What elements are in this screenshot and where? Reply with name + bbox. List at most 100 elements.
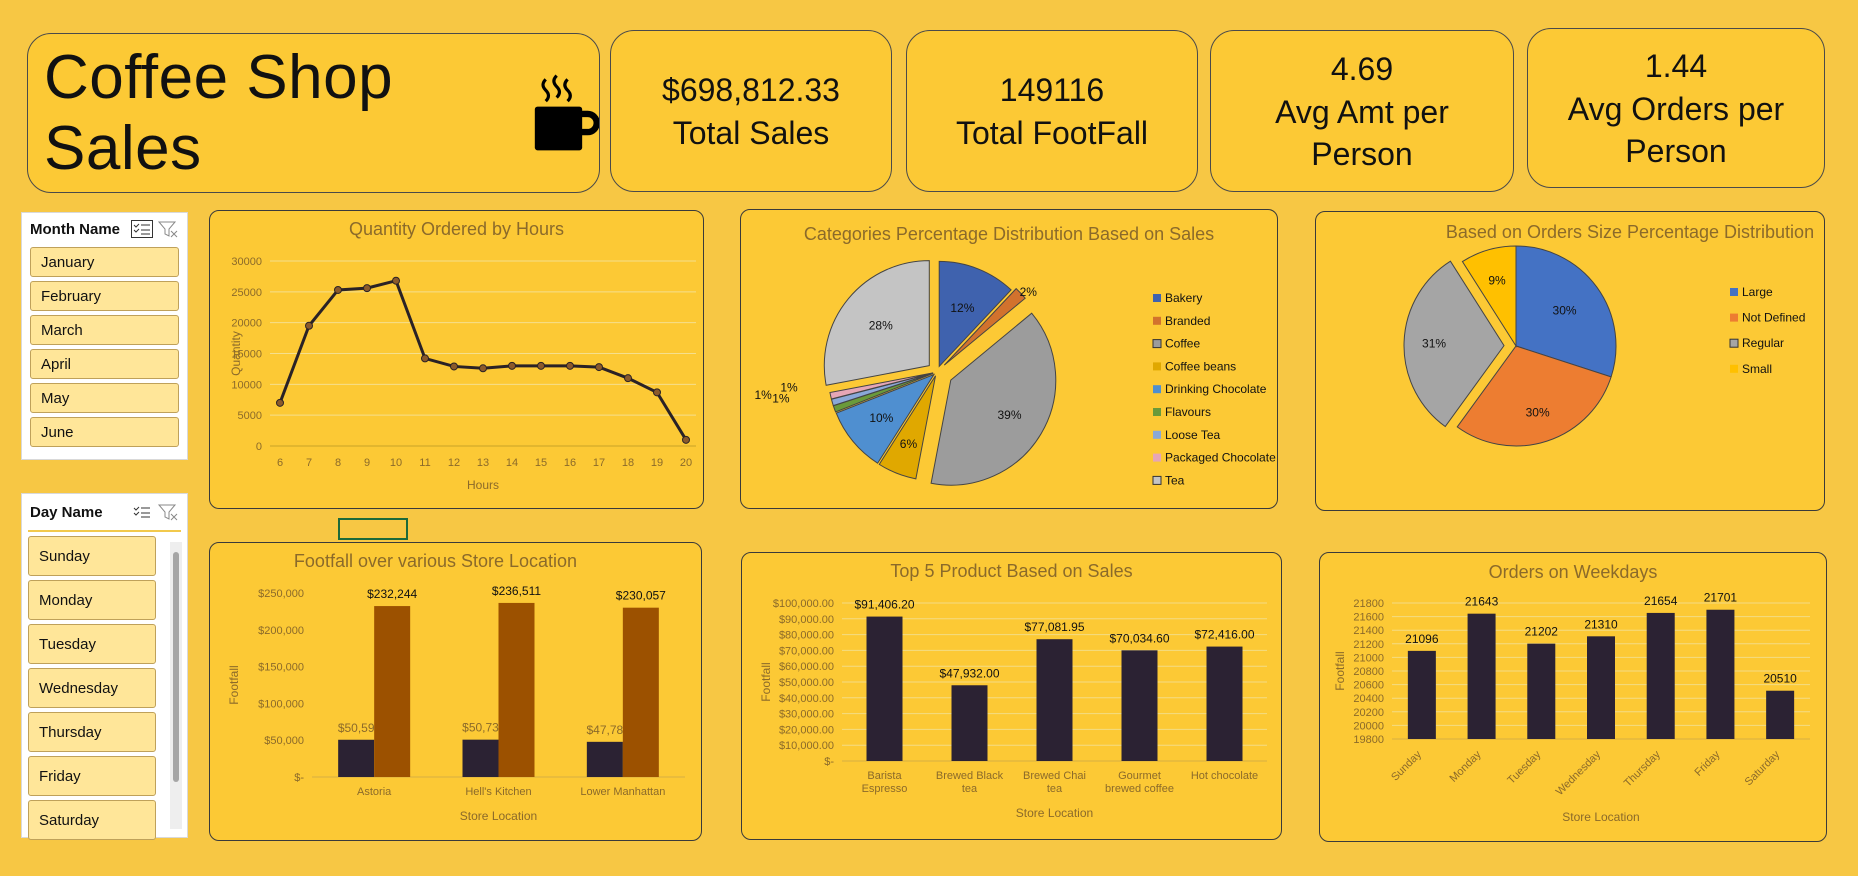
legend-swatch — [1730, 288, 1738, 296]
month-slicer-item-june[interactable]: June — [30, 417, 179, 447]
day-slicer: Day Name Sunday Monday Tuesday Wednesday Thu… — [21, 493, 188, 840]
legend-swatch — [1730, 364, 1738, 373]
day-slicer-item-saturday[interactable]: Saturday — [28, 800, 156, 840]
month-slicer-item-february[interactable]: February — [30, 281, 179, 311]
month-slicer-item-april[interactable]: April — [30, 349, 179, 379]
month-slicer-item-march[interactable]: March — [30, 315, 179, 345]
day-slicer-item-friday[interactable]: Friday — [28, 756, 156, 796]
legend-swatch — [1153, 385, 1161, 394]
multi-select-icon[interactable] — [131, 220, 153, 238]
kpi-label: Total FootFall — [955, 115, 1149, 151]
bar-data-label: 21701 — [1704, 591, 1738, 605]
multi-select-icon[interactable] — [131, 503, 153, 521]
kpi-value: $698,812.33 — [662, 72, 840, 108]
month-slicer-header: Month Name — [22, 213, 187, 245]
pie-slice-drinking-chocolate — [835, 373, 936, 464]
bar — [1766, 690, 1795, 739]
legend-label: Drinking Chocolate — [1165, 382, 1267, 396]
bar-data-label: 21202 — [1525, 625, 1559, 639]
y-tick-label: $60,000.00 — [779, 661, 834, 673]
kpi-avg-amount: 4.69 Avg Amt per Person — [1210, 30, 1514, 192]
bar — [1206, 646, 1243, 761]
x-axis-title: Store Location — [1562, 810, 1639, 824]
legend-swatch — [1152, 339, 1162, 349]
kpi-avg-orders: 1.44 Avg Orders per Person — [1527, 28, 1825, 188]
legend-swatch — [1153, 316, 1161, 325]
data-point — [450, 362, 458, 371]
data-point — [276, 398, 284, 407]
legend-swatch — [1729, 338, 1739, 348]
x-tick-label: Lower Manhattan — [580, 786, 665, 798]
x-tick-label: Thursday — [1622, 748, 1663, 789]
data-point — [363, 284, 371, 293]
clear-filter-icon[interactable] — [157, 220, 179, 238]
x-tick-label: Tuesday — [1505, 748, 1543, 786]
day-slicer-item-wednesday[interactable]: Wednesday — [28, 668, 156, 708]
legend-swatch — [1153, 453, 1161, 462]
pie-slice-coffee-beans — [878, 375, 937, 480]
top5-bar-chart: $- $10,000.00 $20,000.00 $30,000.00 $40,000.… — [759, 598, 1267, 820]
legend-label: Small — [1742, 362, 1772, 376]
pie-slice-coffee — [930, 312, 1057, 486]
pie-data-label: 31% — [1422, 336, 1446, 350]
data-point — [653, 388, 661, 397]
x-tick-label: 16 — [564, 457, 576, 469]
data-point — [682, 435, 690, 444]
y-tick-label: 21800 — [1353, 598, 1384, 610]
pie-slice-tea — [823, 260, 930, 386]
y-tick-label: 15000 — [231, 349, 262, 361]
x-tick-label: Hot chocolate — [1191, 770, 1258, 782]
pie-data-label: 30% — [1526, 406, 1550, 420]
x-tick-label: Hell's Kitchen — [465, 786, 531, 798]
y-axis-title: Footfall — [759, 662, 773, 701]
pie-slice-regular — [1403, 260, 1505, 428]
pie-slice-bakery — [938, 260, 1012, 368]
x-tick-label: Sunday — [1389, 748, 1424, 783]
month-slicer-item-january[interactable]: January — [30, 247, 179, 277]
pie-data-label: 9% — [1488, 274, 1506, 288]
legend-label: Packaged Chocolate — [1165, 451, 1276, 465]
y-tick-label: $40,000.00 — [779, 693, 834, 705]
categories-chart-panel: Categories Percentage Distribution Based… — [740, 209, 1278, 509]
bar — [951, 685, 988, 761]
x-tick-label: 9 — [364, 457, 370, 469]
y-axis-title: Quantity — [229, 331, 243, 376]
y-tick-label: $10,000.00 — [779, 740, 834, 752]
x-tick-label: Gourmet brewed coffee — [1105, 770, 1174, 795]
y-tick-label: 21000 — [1353, 652, 1384, 664]
bar-data-label: $50,73 — [462, 721, 499, 735]
day-slicer-item-thursday[interactable]: Thursday — [28, 712, 156, 752]
data-point — [392, 276, 400, 285]
clear-filter-icon[interactable] — [157, 503, 179, 521]
sizes-chart-panel: Based on Orders Size Percentage Distribu… — [1315, 211, 1825, 511]
selected-cell[interactable] — [338, 518, 408, 540]
day-slicer-title: Day Name — [30, 503, 103, 521]
day-slicer-item-monday[interactable]: Monday — [28, 580, 156, 620]
x-tick-label: 8 — [335, 457, 341, 469]
y-tick-label: $100,000.00 — [773, 598, 834, 610]
pie-slice-branded — [943, 287, 1026, 366]
bar-data-label: $232,244 — [367, 587, 417, 601]
y-tick-label: $50,000.00 — [779, 677, 834, 689]
y-tick-label: 5000 — [238, 410, 262, 422]
y-tick-label: 20400 — [1353, 693, 1384, 705]
pie-data-label: 39% — [998, 408, 1022, 422]
x-tick-label: Barista Espresso — [862, 770, 908, 795]
legend-label: Flavours — [1165, 405, 1211, 419]
month-slicer: Month Name January February March April May J… — [21, 212, 188, 460]
bar-data-label: 21310 — [1584, 617, 1618, 631]
y-tick-label: $250,000 — [258, 588, 304, 600]
y-tick-label: 21400 — [1353, 625, 1384, 637]
bar-data-label: 20510 — [1763, 672, 1797, 686]
data-point — [305, 321, 313, 330]
bar — [1036, 639, 1073, 761]
legend-label: Coffee — [1165, 337, 1200, 351]
day-slicer-item-sunday[interactable]: Sunday — [28, 536, 156, 576]
day-slicer-scrollbar[interactable] — [170, 542, 182, 829]
legend-swatch — [1153, 294, 1161, 302]
pie-data-label: 2% — [1020, 285, 1038, 299]
day-slicer-item-tuesday[interactable]: Tuesday — [28, 624, 156, 664]
bar — [498, 602, 535, 777]
month-slicer-item-may[interactable]: May — [30, 383, 179, 413]
